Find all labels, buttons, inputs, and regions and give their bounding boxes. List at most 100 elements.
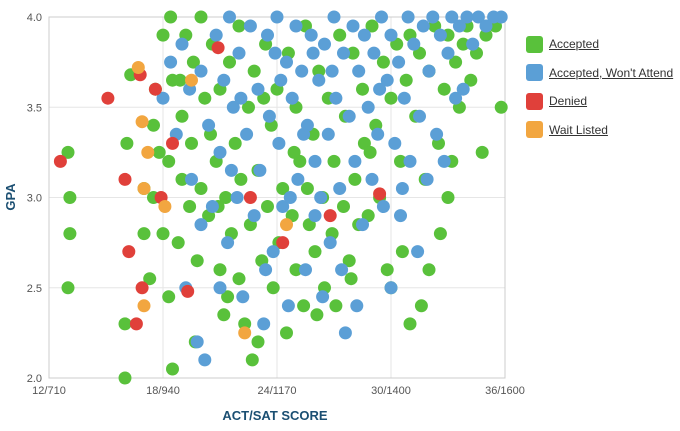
data-point-accepted [251, 335, 265, 349]
data-points [53, 10, 508, 385]
legend-item-denied[interactable]: Denied [526, 87, 673, 116]
x-tick-label: 18/940 [146, 385, 180, 397]
x-tick-label: 30/1400 [371, 385, 411, 397]
data-point-accepted-wont-attend [373, 82, 387, 96]
data-point-accepted-wont-attend [247, 209, 261, 223]
data-point-accepted [456, 37, 470, 51]
data-point-accepted [342, 254, 356, 268]
y-tick-label: 3.0 [27, 193, 42, 205]
data-point-accepted [219, 191, 233, 204]
data-point-accepted-wont-attend [276, 200, 290, 213]
legend-swatch-denied [526, 92, 543, 110]
data-point-accepted [173, 73, 187, 87]
data-point-accepted [247, 64, 261, 78]
data-point-accepted-wont-attend [325, 64, 339, 78]
data-point-accepted-wont-attend [306, 46, 320, 60]
data-point-accepted [198, 91, 212, 105]
data-point-denied [166, 136, 179, 150]
data-point-accepted-wont-attend [314, 191, 328, 204]
data-point-accepted [175, 109, 189, 123]
data-point-accepted-wont-attend [295, 64, 309, 78]
x-tick-label: 12/710 [32, 385, 66, 397]
data-point-accepted [118, 371, 132, 385]
data-point-wait-listed [141, 145, 155, 159]
legend-swatch-wait-listed [526, 121, 543, 139]
data-point-accepted-wont-attend [217, 73, 231, 87]
tick-labels: 2.0 2.5 3.0 3.5 4.0 12/710 18/940 24/1170 30/140… [27, 12, 525, 397]
data-point-accepted-wont-attend [232, 46, 246, 60]
data-point-accepted-wont-attend [445, 10, 459, 24]
data-point-accepted-wont-attend [338, 326, 352, 340]
data-point-accepted-wont-attend [433, 28, 447, 42]
data-point-accepted [183, 200, 197, 213]
data-point-accepted [344, 272, 358, 286]
data-point-accepted [63, 191, 77, 204]
data-point-accepted [395, 245, 409, 259]
data-point-accepted-wont-attend [466, 37, 480, 51]
data-point-accepted [449, 55, 463, 69]
data-point-accepted [213, 263, 227, 277]
grid-lines [48, 16, 506, 379]
series-wait-listed [131, 61, 293, 340]
data-point-accepted [348, 172, 362, 186]
data-point-accepted [333, 28, 347, 42]
data-point-accepted [329, 299, 343, 313]
data-point-accepted-wont-attend [223, 10, 236, 24]
legend-item-wait-listed[interactable]: Wait Listed [526, 116, 673, 145]
data-point-accepted-wont-attend [236, 290, 250, 304]
data-point-accepted-wont-attend [357, 28, 371, 42]
data-point-accepted-wont-attend [426, 10, 440, 24]
data-point-accepted [276, 182, 290, 195]
data-point-denied [148, 82, 162, 96]
data-point-accepted [475, 145, 489, 159]
data-point-accepted-wont-attend [308, 209, 322, 223]
data-point-denied [211, 41, 225, 55]
legend-label-accepted: Accepted [549, 37, 600, 52]
data-point-accepted-wont-attend [456, 82, 470, 96]
legend-swatch-accepted [526, 35, 543, 53]
data-point-accepted-wont-attend [190, 335, 204, 349]
data-point-accepted-wont-attend [416, 19, 430, 33]
data-point-accepted [223, 55, 236, 69]
data-point-accepted-wont-attend [213, 145, 227, 159]
data-point-accepted-wont-attend [335, 263, 349, 277]
data-point-accepted [494, 100, 508, 114]
data-point-accepted [171, 236, 185, 250]
y-tick-label: 3.5 [27, 102, 42, 114]
data-point-accepted-wont-attend [185, 172, 198, 186]
data-point-accepted [287, 145, 301, 159]
data-point-denied [373, 187, 387, 201]
data-point-accepted [194, 182, 208, 195]
data-point-accepted-wont-attend [224, 163, 238, 177]
data-point-accepted-wont-attend [392, 55, 406, 69]
data-point-accepted-wont-attend [205, 200, 219, 213]
x-tick-label: 36/1600 [485, 385, 525, 397]
data-point-accepted-wont-attend [272, 136, 286, 150]
data-point-accepted-wont-attend [194, 64, 208, 78]
data-point-accepted [308, 245, 322, 259]
data-point-accepted [376, 55, 390, 69]
data-point-denied [122, 245, 136, 259]
data-point-accepted-wont-attend [234, 91, 248, 105]
data-point-accepted-wont-attend [316, 290, 330, 304]
data-point-accepted [414, 299, 428, 313]
data-point-accepted-wont-attend [261, 28, 274, 42]
data-point-accepted-wont-attend [395, 182, 409, 195]
legend-item-accepted-wont-attend[interactable]: Accepted, Won't Attend [526, 59, 673, 88]
data-point-accepted-wont-attend [291, 172, 305, 186]
x-axis-title: ACT/SAT SCORE [222, 408, 328, 423]
data-point-accepted [363, 145, 377, 159]
data-point-accepted [228, 136, 242, 150]
data-point-accepted-wont-attend [283, 191, 297, 204]
legend-item-accepted[interactable]: Accepted [526, 30, 673, 59]
data-point-accepted-wont-attend [452, 19, 466, 33]
data-point-accepted [365, 19, 379, 33]
data-point-accepted-wont-attend [289, 19, 303, 33]
data-point-accepted-wont-attend [266, 245, 280, 259]
data-point-accepted [403, 317, 417, 331]
y-tick-label: 2.5 [27, 283, 42, 295]
data-point-accepted-wont-attend [401, 10, 415, 24]
data-point-accepted-wont-attend [361, 100, 375, 114]
data-point-accepted [186, 55, 200, 69]
data-point-accepted [479, 28, 493, 42]
